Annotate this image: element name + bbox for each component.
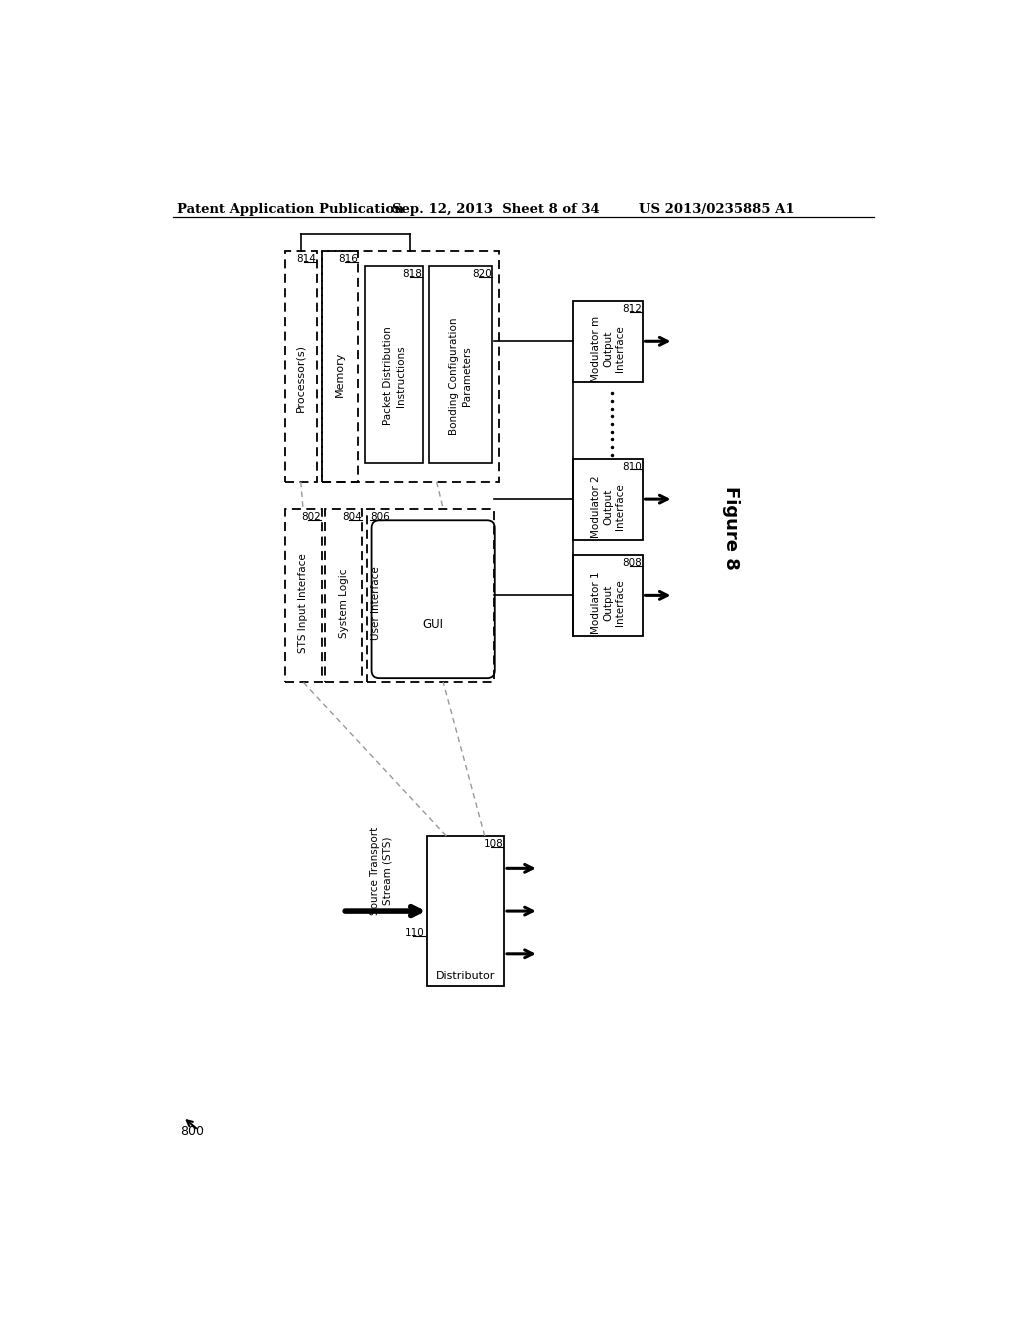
Text: Packet Distribution
Instructions: Packet Distribution Instructions: [383, 326, 406, 425]
Text: Modulator 2
Output
Interface: Modulator 2 Output Interface: [591, 475, 626, 539]
Text: 110: 110: [404, 928, 425, 939]
Text: 108: 108: [483, 840, 503, 849]
Text: Distributor: Distributor: [436, 970, 496, 981]
Bar: [285, 251, 316, 482]
Text: Bonding Configuration
Parameters: Bonding Configuration Parameters: [450, 317, 472, 434]
Text: Patent Application Publication: Patent Application Publication: [177, 203, 403, 216]
Text: 814: 814: [296, 253, 316, 264]
Text: 816: 816: [338, 253, 357, 264]
Text: 804: 804: [342, 512, 361, 521]
Text: User Interface: User Interface: [371, 566, 381, 640]
Bar: [573, 301, 643, 381]
Bar: [429, 267, 493, 462]
Text: US 2013/0235885 A1: US 2013/0235885 A1: [639, 203, 795, 216]
Text: 812: 812: [622, 304, 642, 314]
Bar: [366, 267, 423, 462]
Bar: [322, 251, 358, 482]
Text: Processor(s): Processor(s): [296, 343, 306, 412]
Text: 818: 818: [402, 269, 422, 280]
Text: 802: 802: [301, 512, 321, 521]
Text: 800: 800: [179, 1125, 204, 1138]
Text: 808: 808: [623, 558, 642, 568]
Text: Memory: Memory: [335, 351, 345, 397]
Text: 806: 806: [370, 512, 390, 521]
Bar: [285, 508, 322, 682]
Text: Modulator m
Output
Interface: Modulator m Output Interface: [591, 315, 626, 381]
Text: STS Input Interface: STS Input Interface: [298, 553, 308, 653]
Bar: [573, 554, 643, 636]
Text: GUI: GUI: [423, 618, 443, 631]
Bar: [427, 836, 504, 986]
Bar: [326, 508, 362, 682]
Text: Source Transport
Stream (STS): Source Transport Stream (STS): [370, 826, 392, 915]
Bar: [573, 459, 643, 540]
Text: Figure 8: Figure 8: [722, 486, 740, 570]
Bar: [322, 251, 499, 482]
Text: 810: 810: [623, 462, 642, 471]
Text: System Logic: System Logic: [339, 569, 349, 638]
Text: Modulator 1
Output
Interface: Modulator 1 Output Interface: [591, 572, 626, 635]
Bar: [367, 508, 494, 682]
Text: 820: 820: [472, 269, 492, 280]
Text: Sep. 12, 2013  Sheet 8 of 34: Sep. 12, 2013 Sheet 8 of 34: [392, 203, 600, 216]
